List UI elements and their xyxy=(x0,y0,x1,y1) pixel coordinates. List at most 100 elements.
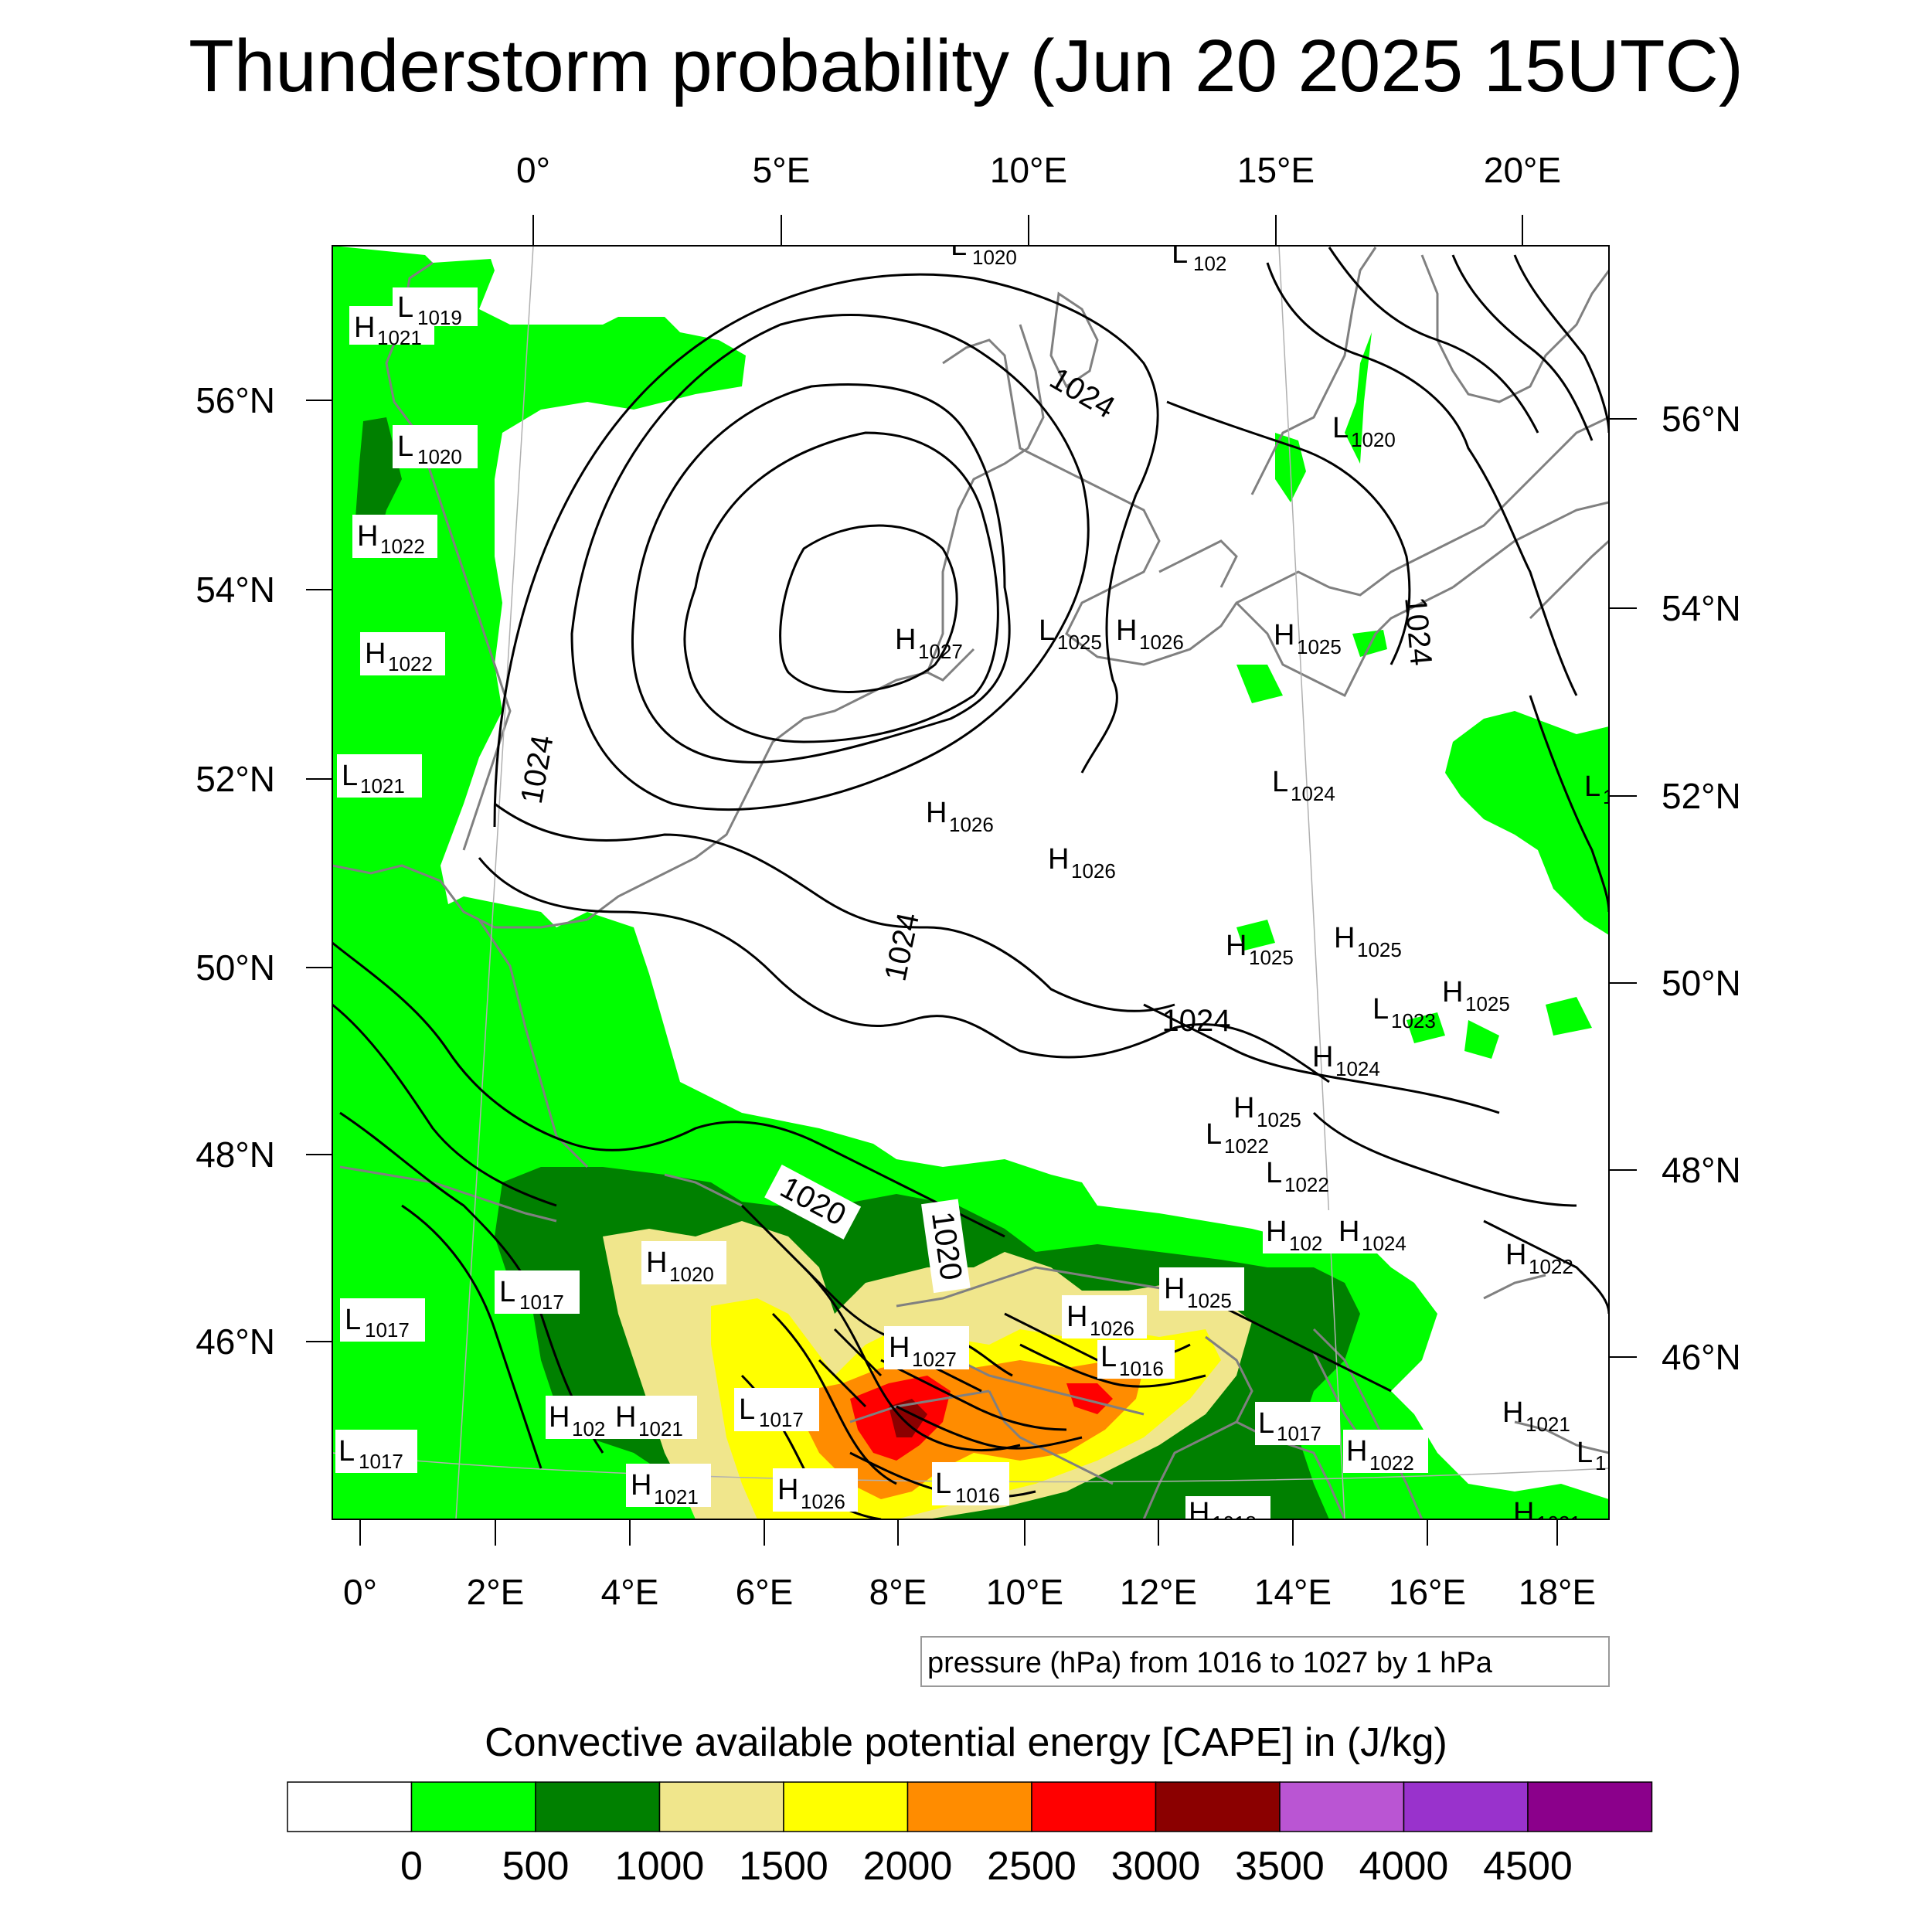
svg-text:H: H xyxy=(1338,1216,1359,1248)
svg-text:1021: 1021 xyxy=(1526,1413,1570,1436)
left-tick-label: 56°N xyxy=(196,380,275,420)
pressure-center: L 1021 xyxy=(337,754,422,798)
bottom-tick-label: 0° xyxy=(343,1572,377,1612)
pressure-center: L 1017 xyxy=(1255,1402,1340,1445)
svg-text:1025: 1025 xyxy=(1187,1289,1232,1312)
svg-text:1026: 1026 xyxy=(1071,859,1116,883)
bottom-tick-label: 6°E xyxy=(736,1572,794,1612)
svg-text:1020: 1020 xyxy=(669,1263,714,1286)
colorbar-label: 3500 xyxy=(1235,1844,1325,1889)
pressure-center: H 1021 xyxy=(626,1464,711,1509)
svg-text:1027: 1027 xyxy=(918,640,963,663)
svg-text:H: H xyxy=(631,1469,651,1502)
pressure-center: L 1019 xyxy=(393,287,478,329)
bottom-tick-label: 2°E xyxy=(467,1572,525,1612)
pressure-center: L 1020 xyxy=(951,230,1017,269)
svg-text:1025: 1025 xyxy=(1057,631,1102,654)
svg-text:102: 102 xyxy=(1289,1232,1322,1255)
isobar-label: 1024 xyxy=(1162,1004,1231,1038)
svg-text:L: L xyxy=(342,760,358,792)
pressure-center: H 1025 xyxy=(1274,619,1342,658)
bottom-tick-label: 14°E xyxy=(1254,1572,1332,1612)
svg-text:L: L xyxy=(739,1393,755,1426)
svg-text:H: H xyxy=(1266,1216,1287,1248)
left-tick-label: 46°N xyxy=(196,1321,275,1362)
isobars xyxy=(332,247,1609,1519)
svg-text:1027: 1027 xyxy=(912,1348,957,1371)
contour-info-box: pressure (hPa) from 1016 to 1027 by 1 hP… xyxy=(920,1636,1610,1687)
pressure-center: L 1022 xyxy=(1206,1118,1269,1158)
pressure-center: L 1017 xyxy=(340,1298,425,1342)
svg-text:1026: 1026 xyxy=(1090,1317,1134,1340)
top-tick-label: 15°E xyxy=(1237,150,1315,190)
svg-text:L: L xyxy=(951,230,967,262)
pressure-center: H 1024 xyxy=(1335,1210,1428,1255)
contour-info-text: pressure (hPa) from 1016 to 1027 by 1 hP… xyxy=(927,1647,1493,1679)
svg-text:1026: 1026 xyxy=(949,813,994,836)
svg-text:1026: 1026 xyxy=(1139,631,1184,654)
colorbar-label: 2000 xyxy=(863,1844,953,1889)
svg-text:L: L xyxy=(1206,1118,1222,1151)
pressure-center: H 1026 xyxy=(926,797,994,836)
svg-text:L: L xyxy=(338,1435,355,1468)
svg-text:L: L xyxy=(1372,993,1389,1026)
svg-text:H: H xyxy=(646,1247,667,1279)
svg-text:H: H xyxy=(1505,1239,1526,1271)
colorbar-swatch xyxy=(658,1781,784,1832)
svg-text:H: H xyxy=(1116,614,1137,647)
right-tick-label: 54°N xyxy=(1662,588,1741,628)
colorbar-label: 4500 xyxy=(1483,1844,1573,1889)
svg-text:1022: 1022 xyxy=(1369,1451,1414,1475)
svg-text:1020: 1020 xyxy=(1351,428,1396,451)
top-tick-label: 20°E xyxy=(1484,150,1561,190)
pressure-center: H 1021 xyxy=(612,1396,697,1440)
svg-text:L: L xyxy=(397,291,413,324)
svg-text:102: 102 xyxy=(1193,252,1226,275)
colorbar-swatch xyxy=(535,1781,661,1832)
svg-text:H: H xyxy=(926,797,947,829)
top-tick-label: 5°E xyxy=(753,150,811,190)
svg-text:H: H xyxy=(1066,1301,1087,1333)
pressure-center: H 1022 xyxy=(352,515,437,558)
svg-text:1017: 1017 xyxy=(1277,1422,1321,1445)
bottom-tick-labels: 0° 2°E 4°E 6°E 8°E 10°E 12°E 14°E 16°E 1… xyxy=(343,1572,1596,1612)
svg-text:H: H xyxy=(895,624,916,656)
map-title: Thunderstorm probability (Jun 20 2025 15… xyxy=(189,25,1743,107)
pressure-center: H 1026 xyxy=(1048,843,1116,883)
svg-text:L: L xyxy=(1100,1341,1117,1373)
pressure-center: L 1025 xyxy=(1039,614,1102,654)
svg-text:L: L xyxy=(1039,614,1055,647)
pressure-center: H 1022 xyxy=(1505,1239,1573,1278)
svg-text:1019: 1019 xyxy=(417,306,462,329)
right-tick-label: 52°N xyxy=(1662,776,1741,816)
svg-text:H: H xyxy=(365,638,386,670)
svg-text:1017: 1017 xyxy=(519,1291,564,1314)
left-tick-label: 52°N xyxy=(196,759,275,799)
pressure-center: L 1020 xyxy=(393,425,478,468)
svg-text:1022: 1022 xyxy=(380,535,425,558)
top-axis xyxy=(532,215,1523,246)
svg-text:L: L xyxy=(1584,770,1600,803)
svg-text:1023: 1023 xyxy=(1391,1009,1436,1032)
svg-text:1026: 1026 xyxy=(801,1490,845,1513)
right-tick-label: 46°N xyxy=(1662,1337,1741,1377)
svg-text:L: L xyxy=(1577,1437,1593,1469)
colorbar-label: 0 xyxy=(400,1844,423,1889)
pressure-center: H 1025 xyxy=(1233,1092,1301,1131)
svg-text:1024: 1024 xyxy=(1291,782,1335,805)
left-axis xyxy=(306,400,332,1342)
svg-text:102: 102 xyxy=(572,1417,605,1440)
pressure-center: L 1024 xyxy=(1272,766,1335,805)
svg-text:1022: 1022 xyxy=(1529,1255,1573,1278)
svg-text:1017: 1017 xyxy=(759,1408,804,1431)
svg-text:1021: 1021 xyxy=(1536,1512,1581,1535)
pressure-center: H 1021 xyxy=(1513,1497,1581,1535)
svg-text:1017: 1017 xyxy=(365,1318,410,1342)
pressure-center: H 1026 xyxy=(1116,614,1184,654)
svg-text:1020: 1020 xyxy=(972,246,1017,269)
isobar-label: 1024 xyxy=(1398,596,1438,667)
colorbar-swatch xyxy=(1527,1781,1653,1832)
bottom-tick-label: 4°E xyxy=(601,1572,659,1612)
